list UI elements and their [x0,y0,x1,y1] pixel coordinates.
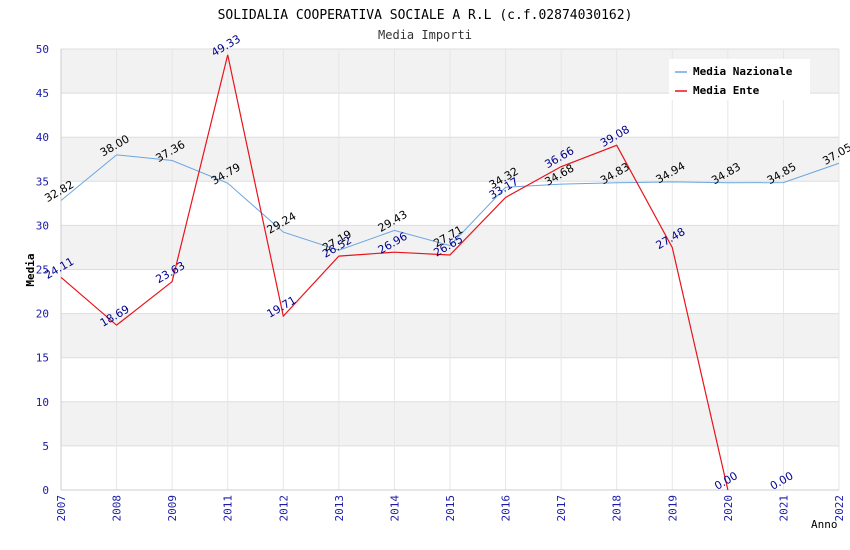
x-tick-label: 2008 [111,495,124,522]
y-tick-label: 50 [36,43,49,56]
y-tick-label: 20 [36,308,49,321]
y-tick-label: 45 [36,87,49,100]
legend-label-media-ente: Media Ente [693,84,760,97]
x-tick-label: 2020 [722,495,735,522]
legend-box [669,59,810,100]
x-tick-label: 2016 [500,495,513,522]
x-tick-label: 2015 [444,495,457,522]
axes: 0 5 10 15 20 25 30 35 40 45 50 2007 2008 2009 2011 2012… [36,43,846,522]
legend: Media Nazionale Media Ente [669,59,810,100]
y-tick-label: 5 [42,440,49,453]
chart-title: SOLIDALIA COOPERATIVA SOCIALE A R.L (c.f… [218,8,633,23]
y-tick-label: 40 [36,131,49,144]
x-tick-label: 2007 [55,495,68,522]
x-tick-label: 2012 [277,495,290,522]
series-lines [60,54,840,491]
x-tick-label: 2013 [333,495,346,522]
series-line-media-ente [60,54,729,491]
x-axis-label: Anno [811,518,838,531]
chart-subtitle: Media Importi [378,28,472,42]
x-tick-label: 2009 [166,495,179,522]
y-axis-label: Media [24,253,37,286]
y-tick-label: 10 [36,396,49,409]
x-tick-label: 2011 [222,495,235,522]
x-tick-label: 2022 [833,495,846,522]
legend-label-media-nazionale: Media Nazionale [693,65,793,78]
series-line-media-nazionale [60,154,840,251]
y-tick-label: 30 [36,219,49,232]
y-tick-label: 35 [36,175,49,188]
x-tick-label: 2019 [666,495,679,522]
x-tick-label: 2017 [555,495,568,522]
y-tick-label: 25 [36,264,49,277]
y-tick-label: 0 [42,484,49,497]
x-tick-label: 2018 [611,495,624,522]
x-tick-label: 2014 [388,495,401,522]
x-tick-label: 2021 [777,495,790,522]
y-tick-label: 15 [36,352,49,365]
